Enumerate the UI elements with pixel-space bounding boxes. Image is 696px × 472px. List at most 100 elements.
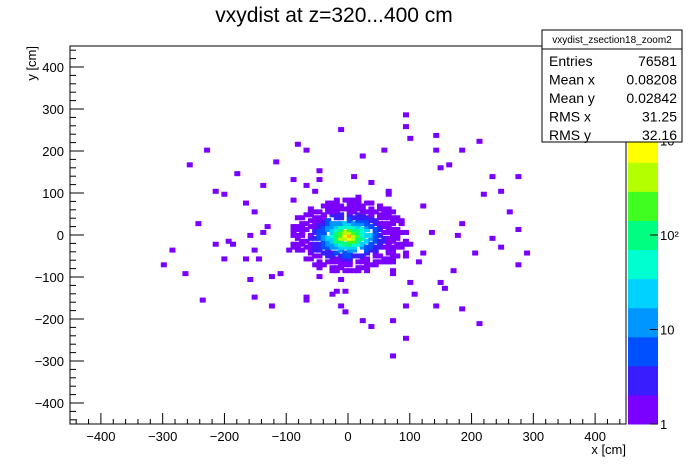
y-tick-label: 0 — [57, 228, 64, 243]
heatmap-bin — [381, 215, 388, 221]
heatmap-bin — [355, 194, 362, 200]
heatmap-bin — [333, 241, 340, 247]
heatmap-bin — [346, 215, 353, 221]
heatmap-bin — [325, 247, 332, 253]
heatmap-bin — [394, 218, 401, 224]
heatmap-bin — [355, 206, 362, 212]
heatmap-bin — [316, 232, 323, 238]
heatmap-bin — [277, 271, 284, 277]
heatmap-bin — [355, 218, 362, 224]
heatmap-bin — [264, 224, 271, 230]
heatmap-bin — [377, 244, 384, 250]
x-axis-label: x [cm] — [591, 442, 626, 457]
heatmap-bin — [294, 215, 301, 221]
heatmap-bins — [160, 112, 531, 359]
heatmap-bin — [333, 268, 340, 274]
heatmap-bin — [407, 241, 414, 247]
heatmap-bin — [312, 218, 319, 224]
heatmap-bin — [428, 229, 435, 235]
stats-row-value: 0.02842 — [626, 90, 677, 106]
heatmap-bin — [333, 244, 340, 250]
heatmap-bin — [251, 247, 258, 253]
heatmap-bin — [320, 235, 327, 241]
heatmap-bin — [359, 259, 366, 265]
heatmap-bin — [299, 229, 306, 235]
heatmap-bin — [255, 256, 262, 262]
heatmap-bin — [325, 209, 332, 215]
heatmap-bin — [355, 197, 362, 203]
heatmap-bin — [333, 203, 340, 209]
heatmap-bin — [359, 221, 366, 227]
heatmap-bin — [333, 227, 340, 233]
heatmap-bin — [515, 227, 522, 233]
heatmap-bin — [290, 227, 297, 233]
heatmap-bin — [355, 265, 362, 271]
heatmap-bin — [372, 235, 379, 241]
heatmap-bin — [247, 232, 254, 238]
heatmap-bin — [320, 229, 327, 235]
heatmap-bin — [394, 253, 401, 259]
heatmap-bin — [294, 241, 301, 247]
heatmap-bin — [307, 256, 314, 262]
heatmap-bin — [381, 256, 388, 262]
heatmap-bin — [333, 200, 340, 206]
heatmap-bin — [351, 229, 358, 235]
heatmap-bin — [338, 244, 345, 250]
heatmap-bin — [338, 232, 345, 238]
heatmap-bin — [459, 306, 466, 312]
heatmap-bin — [359, 235, 366, 241]
heatmap-bin — [312, 221, 319, 227]
heatmap-bin — [333, 212, 340, 218]
heatmap-bin — [346, 238, 353, 244]
heatmap-bin — [338, 259, 345, 265]
heatmap-bin — [290, 241, 297, 247]
heatmap-bin — [299, 227, 306, 233]
heatmap-bin — [303, 182, 310, 188]
heatmap-bin — [333, 197, 340, 203]
heatmap-bin — [329, 229, 336, 235]
heatmap-bin — [346, 235, 353, 241]
y-axis-label: y [cm] — [24, 46, 39, 81]
heatmap-bin — [402, 124, 409, 130]
heatmap-bin — [377, 203, 384, 209]
heatmap-bin — [390, 244, 397, 250]
heatmap-bin — [312, 262, 319, 268]
heatmap-bin — [355, 232, 362, 238]
heatmap-bin — [377, 215, 384, 221]
heatmap-bin — [368, 209, 375, 215]
heatmap-bin — [364, 262, 371, 268]
heatmap-bin — [372, 253, 379, 259]
heatmap-bin — [199, 297, 206, 303]
heatmap-bin — [351, 197, 358, 203]
heatmap-bin — [372, 244, 379, 250]
heatmap-bin — [489, 235, 496, 241]
heatmap-bin — [385, 241, 392, 247]
heatmap-bin — [320, 215, 327, 221]
heatmap-bin — [459, 147, 466, 153]
heatmap-bin — [312, 253, 319, 259]
heatmap-bin — [402, 229, 409, 235]
heatmap-bin — [294, 235, 301, 241]
heatmap-bin — [294, 227, 301, 233]
heatmap-bin — [312, 229, 319, 235]
heatmap-bin — [268, 274, 275, 280]
heatmap-bin — [346, 221, 353, 227]
heatmap-bin — [329, 268, 336, 274]
heatmap-bin — [294, 232, 301, 238]
x-tick-label: −300 — [148, 429, 177, 444]
heatmap-bin — [415, 259, 422, 265]
stats-row-value: 32.16 — [642, 127, 677, 143]
x-tick-label: 100 — [399, 429, 421, 444]
heatmap-bin — [420, 203, 427, 209]
heatmap-bin — [381, 235, 388, 241]
heatmap-bin — [351, 174, 358, 180]
heatmap-bin — [169, 247, 176, 253]
heatmap-bin — [342, 259, 349, 265]
heatmap-bin — [251, 209, 258, 215]
heatmap-bin — [316, 274, 323, 280]
heatmap-bin — [342, 224, 349, 230]
heatmap-bin — [364, 259, 371, 265]
heatmap-bin — [338, 247, 345, 253]
heatmap-bin — [290, 232, 297, 238]
heatmap-bin — [346, 200, 353, 206]
